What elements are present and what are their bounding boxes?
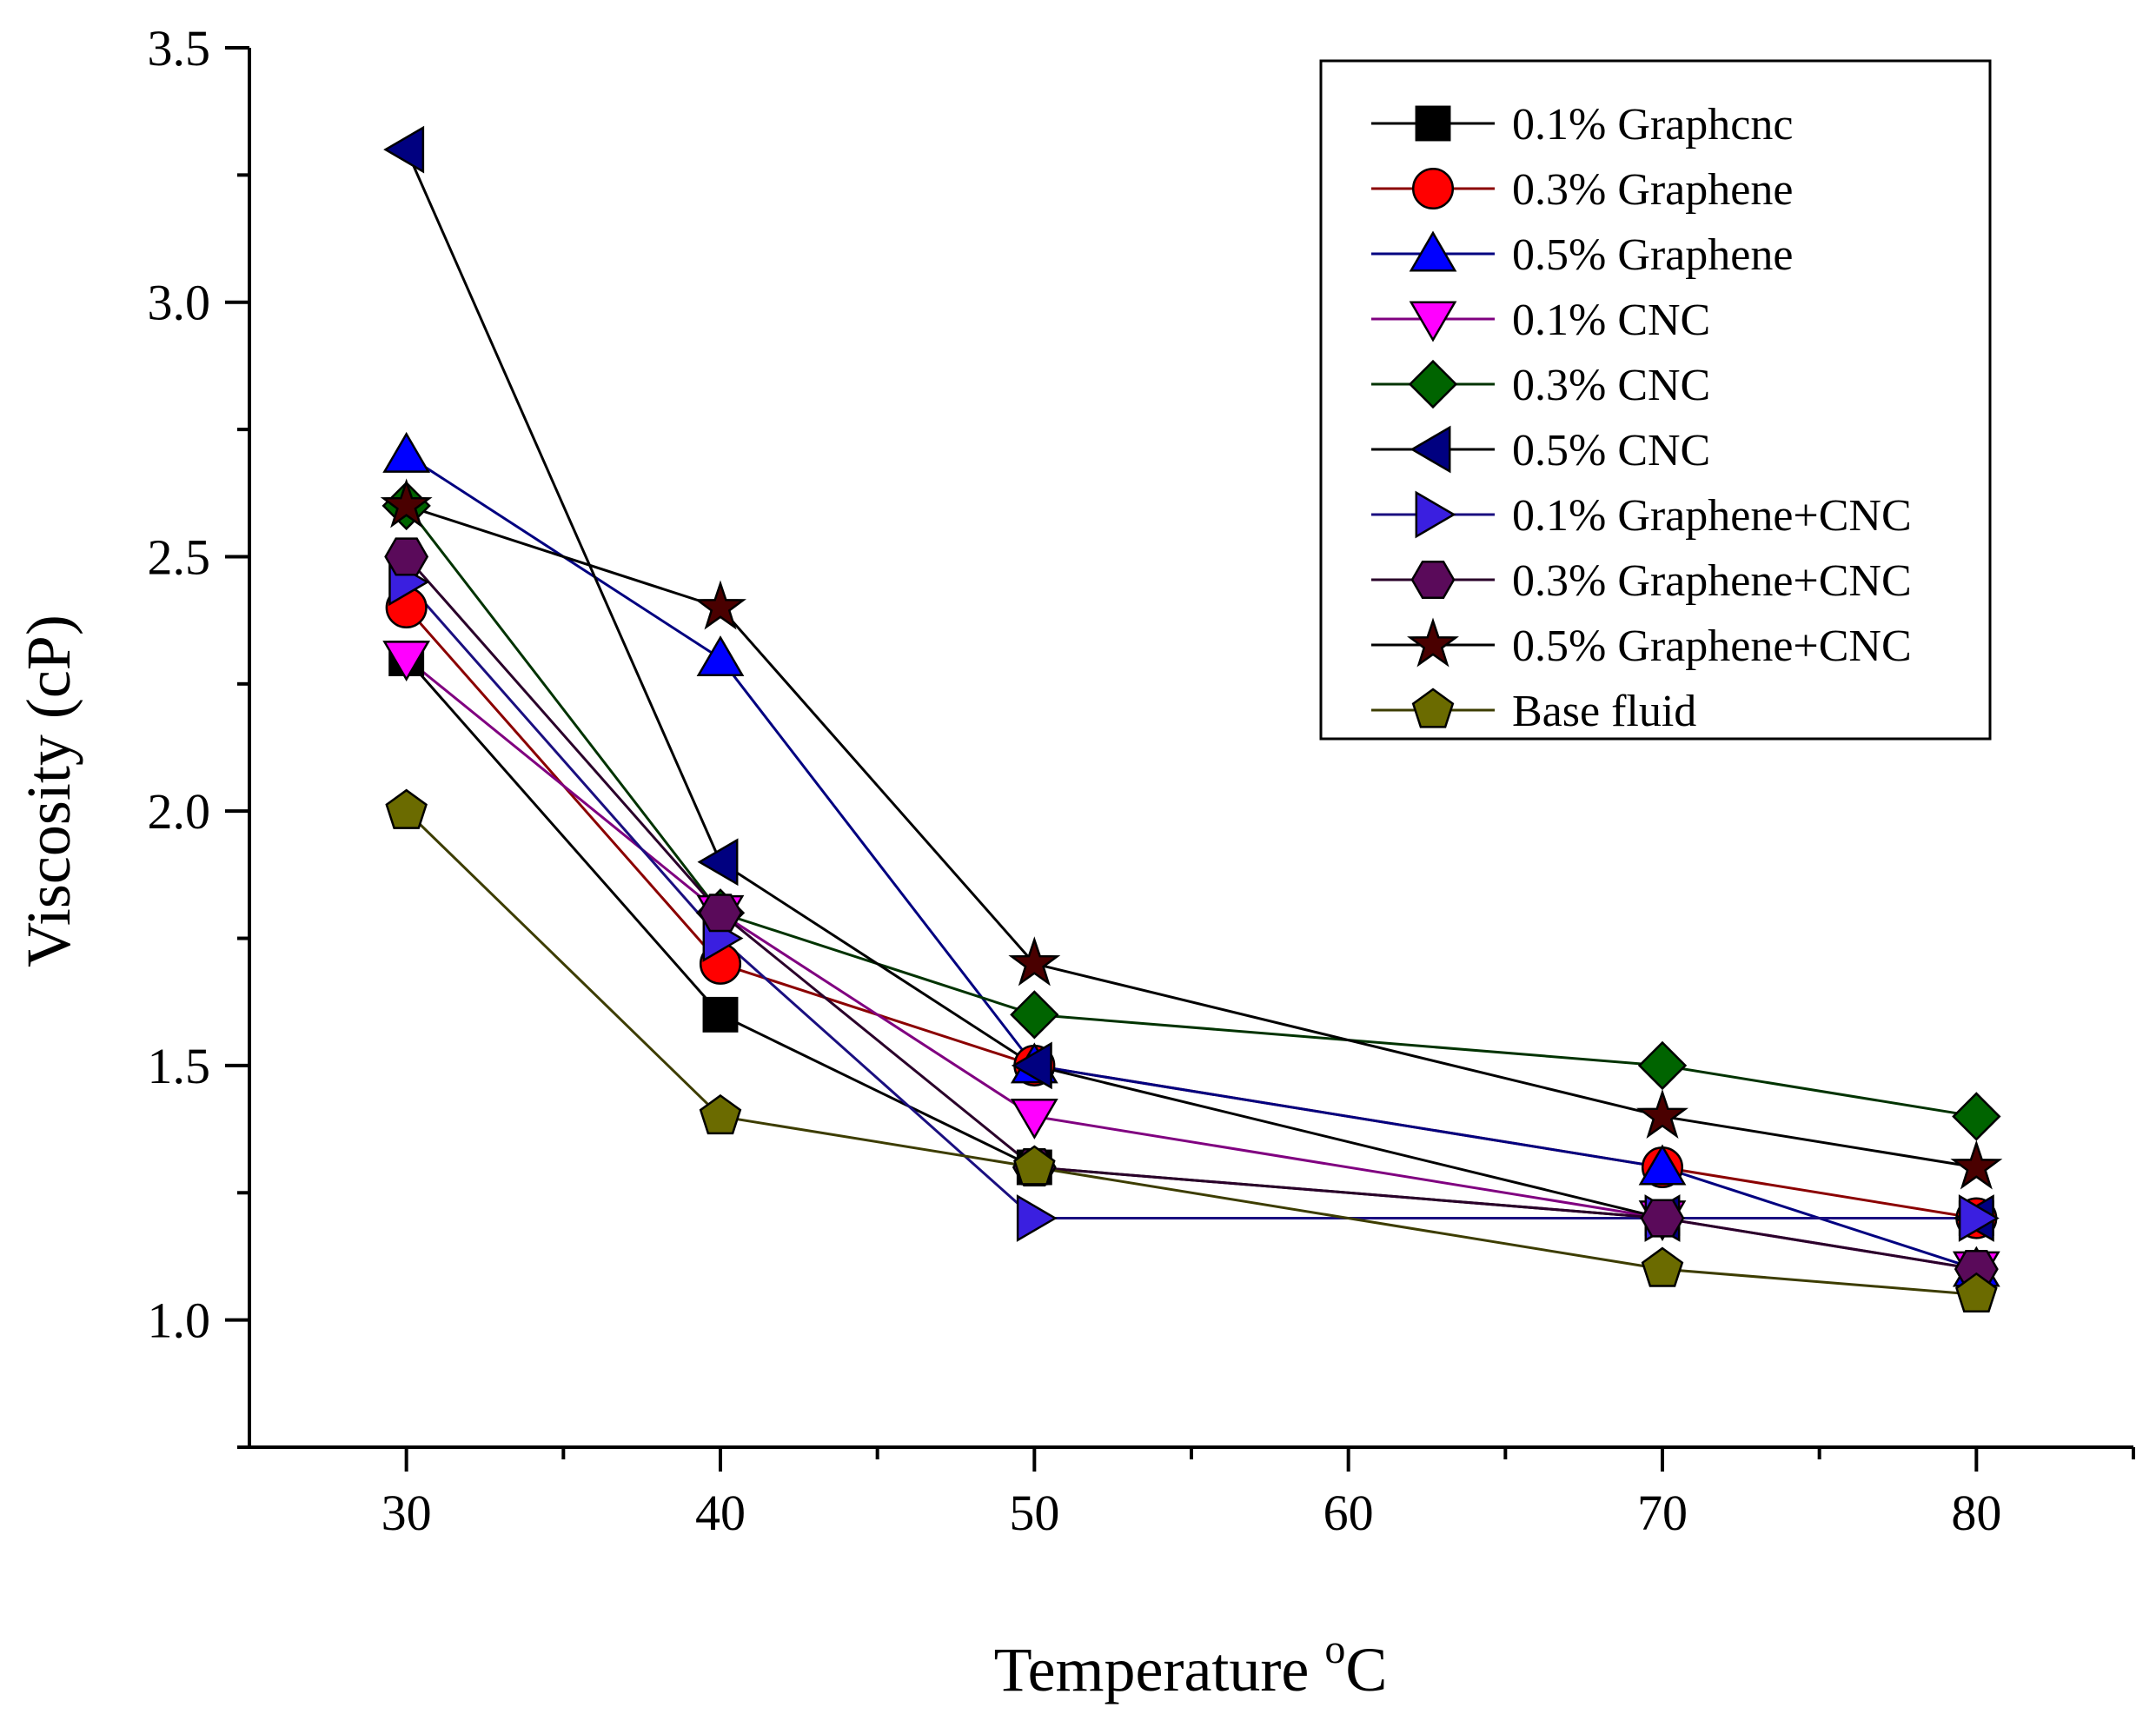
legend-marker — [1410, 560, 1456, 600]
x-axis-label-unit: C — [1345, 1635, 1387, 1704]
data-point — [380, 478, 433, 528]
legend-label: 0.3% Graphene+CNC — [1512, 556, 1912, 606]
legend-item: 0.3% CNC — [1371, 359, 1710, 410]
legend-marker — [1415, 105, 1451, 142]
legend-item: 0.5% Graphene+CNC — [1371, 617, 1912, 671]
series-1 — [405, 657, 1977, 1220]
legend-label: 0.3% Graphene — [1512, 165, 1793, 215]
data-point — [1016, 1194, 1058, 1242]
legend-marker — [1409, 230, 1457, 272]
legend: 0.1% Graphcnc 0.3% Graphene 0.5% Graphene 0… — [1319, 59, 1992, 741]
data-point — [382, 431, 431, 473]
data-point — [1950, 1140, 2003, 1190]
legend-marker — [1415, 490, 1456, 539]
data-point — [1010, 990, 1059, 1040]
legend-label: 0.1% CNC — [1512, 296, 1710, 345]
y-tick-label: 1.0 — [148, 1292, 211, 1349]
x-tick-label: 60 — [1323, 1485, 1374, 1541]
data-point — [1636, 1088, 1688, 1139]
legend-label: 0.1% Graphcnc — [1512, 100, 1793, 150]
data-point — [1637, 1040, 1688, 1091]
legend-label: 0.5% Graphene+CNC — [1512, 621, 1912, 671]
y-tick-label: 2.0 — [148, 783, 211, 840]
data-point — [1013, 1145, 1056, 1186]
legend-marker — [1411, 167, 1455, 210]
legend-item: 0.5% CNC — [1371, 425, 1710, 475]
legend-label: Base fluid — [1512, 687, 1696, 736]
x-axis-label-text: Temperature — [994, 1635, 1325, 1704]
legend-item: 0.1% CNC — [1371, 296, 1710, 345]
data-point — [1011, 1041, 1052, 1090]
data-point — [698, 894, 743, 933]
y-tick-label: 3.0 — [148, 275, 211, 331]
y-tick-label: 1.5 — [148, 1038, 211, 1094]
legend-label: 0.3% CNC — [1512, 361, 1710, 410]
legend-marker — [1410, 425, 1451, 474]
data-point — [1010, 1099, 1058, 1140]
x-axis-label: Temperature oC — [994, 1626, 1388, 1704]
data-point — [1952, 1092, 2001, 1141]
y-tick-label: 3.5 — [148, 20, 211, 76]
data-point — [385, 788, 428, 829]
series-line — [405, 810, 1977, 1296]
data-point — [699, 1093, 742, 1135]
legend-marker — [1407, 617, 1459, 668]
data-point — [1641, 1246, 1684, 1287]
data-point — [1955, 1272, 1998, 1313]
legend-marker — [1409, 301, 1457, 342]
series-layer — [380, 125, 2003, 1313]
series-markers-10 — [385, 788, 1998, 1313]
x-tick-label: 80 — [1951, 1485, 2001, 1541]
data-point — [1640, 1199, 1685, 1238]
data-point — [384, 537, 429, 576]
x-tick-label: 30 — [381, 1485, 432, 1541]
x-tick-label: 70 — [1637, 1485, 1688, 1541]
legend-label: 0.1% Graphene+CNC — [1512, 491, 1912, 541]
series-10 — [405, 810, 1977, 1296]
axes: 1.0 1.5 2.0 2.5 3.0 3.5 30 40 50 60 70 80 — [148, 20, 2135, 1541]
legend-marker — [1408, 359, 1458, 409]
legend-item: Base fluid — [1371, 687, 1696, 736]
legend-item: 0.1% Graphcnc — [1371, 100, 1793, 150]
x-tick-label: 50 — [1009, 1485, 1059, 1541]
series-4 — [405, 657, 1977, 1271]
legend-label: 0.5% Graphene — [1512, 230, 1793, 280]
series-markers-9 — [380, 478, 2003, 1190]
data-point — [383, 125, 425, 174]
data-point — [694, 580, 746, 630]
data-point — [1958, 1194, 2000, 1242]
x-axis-label-superscript: o — [1324, 1626, 1345, 1672]
legend-item: 0.3% Graphene+CNC — [1371, 556, 1912, 606]
x-tick-label: 40 — [695, 1485, 746, 1541]
y-tick-label: 2.5 — [148, 528, 211, 585]
data-point — [1638, 1144, 1687, 1186]
data-point — [702, 996, 739, 1033]
series-line — [405, 657, 1977, 1271]
y-axis-label: Viscosity (cP) — [14, 615, 83, 967]
data-point — [697, 838, 739, 887]
legend-item: 0.5% Graphene — [1371, 230, 1793, 280]
legend-item: 0.1% Graphene+CNC — [1371, 490, 1912, 541]
series-line — [405, 657, 1977, 1220]
data-point — [1008, 936, 1061, 987]
legend-item: 0.3% Graphene — [1371, 165, 1793, 215]
data-point — [696, 635, 745, 676]
data-point — [382, 641, 431, 682]
legend-label: 0.5% CNC — [1512, 426, 1710, 475]
legend-marker — [1411, 688, 1455, 728]
